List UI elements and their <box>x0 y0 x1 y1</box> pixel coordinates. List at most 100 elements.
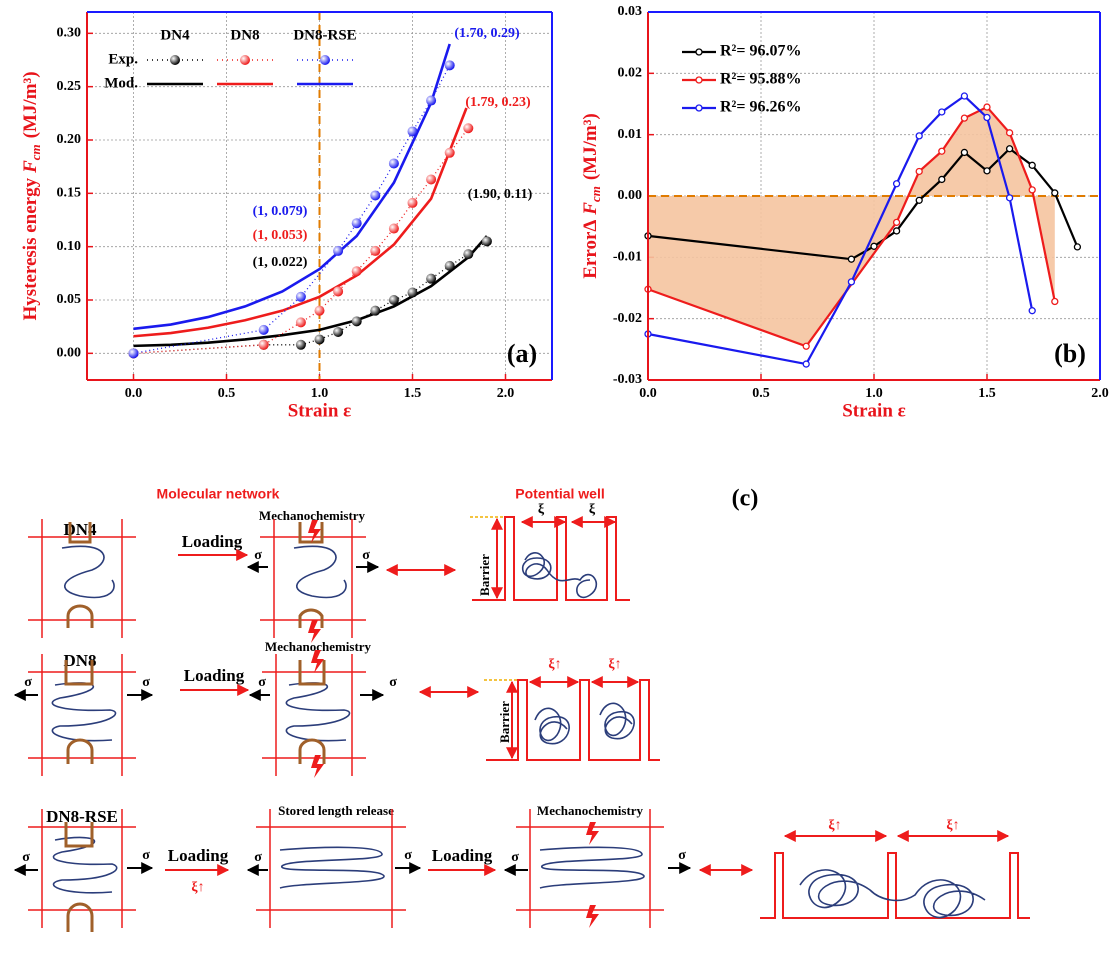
polymer-chain <box>523 553 597 598</box>
exp-point <box>259 325 269 335</box>
y-axis-label-text: Hysteresis energy <box>20 177 41 320</box>
x-tick-label: 0.5 <box>218 386 236 401</box>
stress-label: σ <box>254 850 262 865</box>
exp-point <box>426 174 436 184</box>
exp-point <box>352 316 362 326</box>
stress-label: σ <box>254 548 262 563</box>
polymer-chain <box>286 683 349 741</box>
exp-point <box>315 306 325 316</box>
error-point <box>848 256 854 262</box>
legend-row-label: Mod. <box>104 75 138 91</box>
header: Potential well <box>515 486 604 502</box>
model-curve <box>134 236 487 346</box>
error-point <box>1029 308 1035 314</box>
exp-point <box>352 266 362 276</box>
exp-point <box>426 96 436 106</box>
exp-point <box>352 218 362 228</box>
bond-break <box>586 905 599 928</box>
exp-point <box>370 306 380 316</box>
y-tick-label: 0.15 <box>57 186 82 201</box>
loading-label: Loading <box>182 532 243 551</box>
legend-row-label: Exp. <box>108 51 138 67</box>
y-axis-label-unit: (MJ/m³) <box>20 71 41 138</box>
legend-swatch <box>320 55 330 65</box>
legend-swatch <box>696 49 702 55</box>
exp-point <box>482 236 492 246</box>
loading-label: Loading <box>168 846 229 865</box>
y-axis-label-sub: cm <box>28 144 43 160</box>
y-tick-label: -0.02 <box>613 311 642 326</box>
y-tick-label: 0.03 <box>618 4 643 19</box>
error-point <box>916 168 922 174</box>
exp-dotted-line <box>134 241 487 353</box>
bond-break <box>586 822 599 845</box>
error-point <box>984 168 990 174</box>
x-tick-label: 0.5 <box>752 386 770 401</box>
stress-label: σ <box>258 675 266 690</box>
stress-label: σ <box>389 675 397 690</box>
page: (c) Molecular network Potential well DN4… <box>0 0 1116 976</box>
y-tick-label: 0.10 <box>57 239 82 254</box>
annotation: (1.90, 0.11) <box>468 187 533 202</box>
legend-label: DN8-RSE <box>293 27 356 43</box>
stress-label: σ <box>24 675 32 690</box>
exp-point <box>389 158 399 168</box>
bond-break <box>308 520 321 543</box>
panel-label: (c) <box>732 486 759 512</box>
polymer-chain <box>294 546 346 597</box>
exp-point <box>296 292 306 302</box>
polymer-chain <box>52 683 115 741</box>
x-tick-label: 0.0 <box>639 386 657 401</box>
y-axis-label: Hysteresis energyFcm(MJ/m³) <box>20 71 43 320</box>
exp-point <box>426 274 436 284</box>
x-axis-label: Strain ε <box>288 400 352 421</box>
exp-point <box>370 190 380 200</box>
exp-point <box>445 261 455 271</box>
y-tick-label: 0.05 <box>57 292 82 307</box>
legend-label: DN4 <box>160 27 190 43</box>
legend-swatch <box>696 105 702 111</box>
x-tick-label: 1.0 <box>311 386 329 401</box>
error-point <box>1052 190 1058 196</box>
y-tick-label: 0.30 <box>57 26 82 41</box>
error-point <box>871 243 877 249</box>
stress-label: σ <box>22 850 30 865</box>
annotation: (1, 0.079) <box>253 204 308 219</box>
exp-point <box>408 288 418 298</box>
error-point <box>984 114 990 120</box>
legend-label: R²= 96.26% <box>720 99 801 116</box>
legend-swatch <box>170 55 180 65</box>
annotation: (1, 0.022) <box>253 255 308 270</box>
y-tick-label: -0.01 <box>613 250 642 265</box>
exp-point <box>333 286 343 296</box>
panel-label: (b) <box>1054 339 1086 368</box>
error-point <box>1029 187 1035 193</box>
stress-label: σ <box>362 548 370 563</box>
stress-label: σ <box>678 848 686 863</box>
xi-label: ξ <box>589 502 596 517</box>
x-tick-label: 0.0 <box>125 386 143 401</box>
x-tick-label: 1.5 <box>978 386 996 401</box>
error-point <box>984 104 990 110</box>
crosslinker <box>66 660 92 764</box>
error-point <box>1007 130 1013 136</box>
y-axis-label-var: F <box>580 202 601 216</box>
y-tick-label: 0.01 <box>618 127 643 142</box>
error-point <box>1029 162 1035 168</box>
legend-label: DN8 <box>230 27 259 43</box>
exp-point <box>389 224 399 234</box>
exp-point <box>333 327 343 337</box>
legend-label: R²= 96.07% <box>720 43 801 60</box>
x-axis-label: Strain ε <box>842 400 906 421</box>
exp-point <box>463 249 473 259</box>
stress-label: σ <box>404 848 412 863</box>
x-tick-label: 1.0 <box>865 386 883 401</box>
exp-point <box>296 340 306 350</box>
legend-label: R²= 95.88% <box>720 71 801 88</box>
polymer-chain <box>280 847 384 888</box>
annotation: (1, 0.053) <box>253 228 308 243</box>
model-curve <box>134 108 467 336</box>
stress-label: σ <box>142 848 150 863</box>
xi-label: ξ↑ <box>191 880 204 895</box>
xi-label: ξ↑ <box>946 818 959 833</box>
